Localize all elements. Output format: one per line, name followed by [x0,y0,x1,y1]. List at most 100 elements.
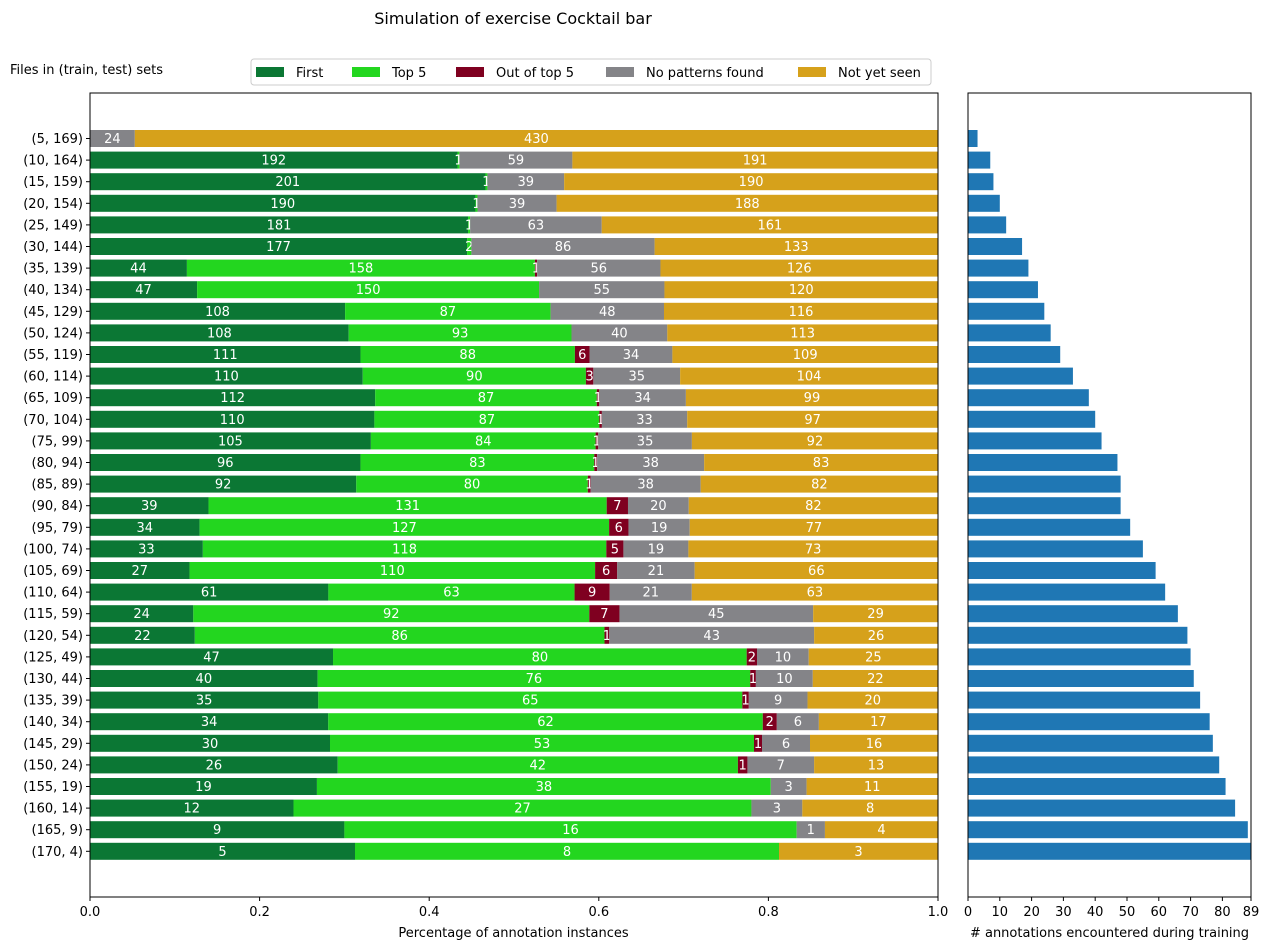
bar-value-label: 1 [594,391,602,406]
side-bar [968,302,1045,320]
legend-item: Top 5 [352,66,426,81]
bar-value-label: 34 [623,348,640,363]
bar-value-label: 39 [141,499,158,514]
bar-segment [757,648,809,666]
bar-value-label: 110 [220,413,245,428]
legend-item: Not yet seen [798,66,921,81]
bar-segment [90,389,376,407]
y-tick-label: (145, 29) [23,737,83,752]
side-bar [968,475,1121,493]
bar-segment [293,799,752,817]
bar-segment [90,302,346,320]
bar-segment [90,648,334,666]
side-x-axis-label: # annotations encountered during trainin… [970,926,1249,941]
bar-value-label: 112 [220,391,245,406]
bar-value-label: 16 [866,737,883,752]
side-bar [968,605,1178,623]
bar-segment [90,410,375,428]
bar-segment [601,410,688,428]
bar-value-label: 21 [642,586,659,601]
bar-value-label: 40 [611,326,628,341]
bar-segment [589,346,673,363]
bar-value-label: 25 [865,650,882,665]
bar-value-label: 76 [526,672,543,687]
bar-value-label: 30 [202,737,219,752]
y-tick-label: (80, 94) [32,456,84,471]
bar-value-label: 63 [528,218,545,233]
bar-value-label: 133 [784,240,809,255]
bar-value-label: 45 [708,607,725,622]
bar-value-label: 38 [536,780,553,795]
bar-segment [654,238,938,255]
bar-segment [813,605,938,623]
bar-segment [90,281,198,299]
side-bar [968,583,1166,601]
bar-value-label: 7 [777,758,785,773]
bar-segment [90,130,135,147]
bar-value-label: 1 [585,478,593,493]
bar-segment [667,324,938,342]
bar-segment [537,259,661,277]
y-tick-label: (130, 44) [23,672,83,687]
bar-segment [487,173,565,191]
bar-segment [328,713,763,731]
bar-segment [317,670,751,687]
bar-segment [593,367,681,385]
y-tick-label: (170, 4) [32,845,84,860]
legend-item: Out of top 5 [456,66,574,81]
bar-value-label: 62 [537,715,554,730]
bar-segment [362,367,586,385]
bar-value-label: 66 [808,564,825,579]
side-bar [968,670,1194,687]
bar-segment [746,648,758,666]
side-bar [968,734,1213,752]
bar-value-label: 118 [392,542,417,557]
bar-segment [189,562,596,579]
bar-value-label: 430 [524,132,549,147]
bar-value-label: 6 [602,564,610,579]
bar-segment [755,670,813,687]
bar-value-label: 35 [196,694,213,709]
bar-value-label: 59 [508,154,525,169]
legend-swatch [798,67,826,77]
bar-segment [194,626,605,644]
y-tick-label: (95, 79) [32,521,84,536]
main-axes-frame [89,92,939,898]
bar-value-label: 55 [593,283,610,298]
bar-segment [818,713,938,731]
bar-value-label: 104 [797,370,822,385]
legend-item: No patterns found [606,66,764,81]
bar-segment [814,756,938,774]
bar-segment [337,756,738,774]
side-bar [968,821,1248,839]
bar-segment [90,691,319,709]
bar-segment [742,691,749,709]
bar-value-label: 42 [530,758,547,773]
bar-segment [590,475,701,493]
x-tick-label: 0.2 [249,905,270,920]
bar-value-label: 34 [201,715,218,730]
y-tick-label: (25, 149) [23,218,83,233]
bar-value-label: 3 [785,780,793,795]
bar-segment [90,713,329,731]
bar-value-label: 1 [739,758,747,773]
bar-segment [90,475,357,493]
bar-segment [318,691,743,709]
bar-segment [375,389,597,407]
bar-segment [360,454,595,471]
bar-value-label: 109 [793,348,818,363]
bar-value-label: 65 [522,694,539,709]
bar-value-label: 27 [131,564,148,579]
bar-value-label: 34 [137,521,154,536]
side-bar [968,151,991,169]
y-tick-label: (140, 34) [23,715,83,730]
bar-segment [619,605,814,623]
bar-segment [556,194,938,212]
bar-segment [617,562,695,579]
side-bar [968,367,1073,385]
side-x-tick-label: 0 [964,905,972,920]
bar-segment [595,432,599,450]
chart-subtitle: Files in (train, test) sets [10,63,163,78]
bar-segment [90,497,209,515]
